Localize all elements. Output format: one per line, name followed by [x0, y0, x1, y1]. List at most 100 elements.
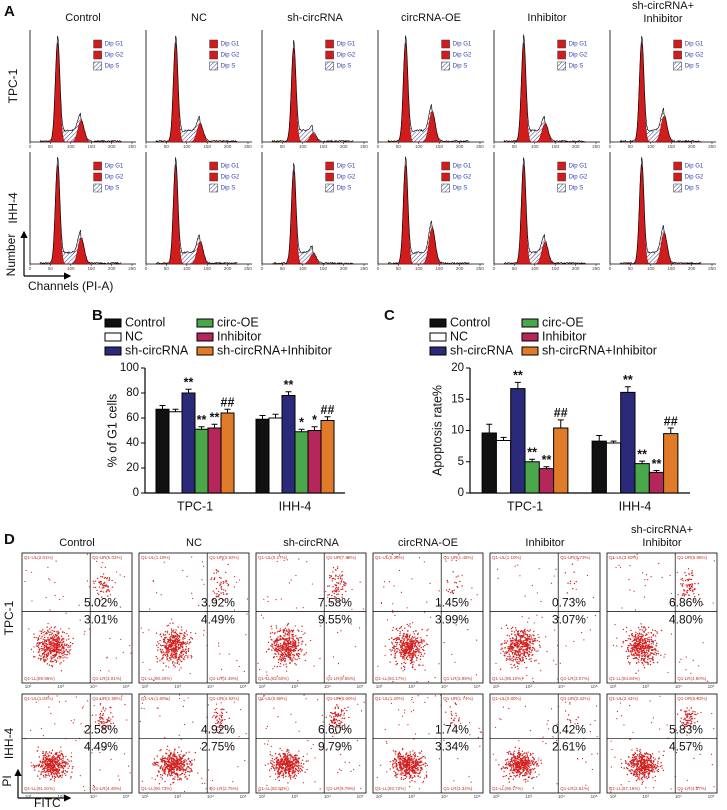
event-dot	[521, 653, 522, 654]
event-dot	[171, 628, 172, 629]
event-dot	[425, 669, 426, 670]
event-dot	[53, 634, 54, 635]
event-dot	[275, 640, 276, 641]
event-dot	[170, 639, 171, 640]
event-dot	[84, 634, 85, 635]
event-dot	[179, 656, 180, 657]
event-dot	[403, 633, 404, 634]
event-dot	[510, 638, 511, 639]
event-dot	[587, 575, 588, 576]
event-dot	[287, 640, 288, 641]
legend-label: NC	[450, 329, 468, 343]
legend-swatch	[442, 184, 450, 192]
event-dot	[525, 595, 526, 596]
event-dot	[36, 643, 37, 644]
event-dot	[644, 651, 645, 652]
event-dot	[212, 780, 213, 781]
event-dot	[110, 712, 111, 713]
event-dot	[502, 651, 503, 652]
event-dot	[203, 566, 204, 567]
event-dot	[511, 633, 512, 634]
event-dot	[428, 681, 429, 682]
event-dot	[172, 768, 173, 769]
legend-label: Dip G2	[105, 53, 124, 59]
event-dot	[277, 772, 278, 773]
legend-swatch	[94, 162, 102, 170]
event-dot	[63, 765, 64, 766]
event-dot	[644, 579, 645, 580]
event-dot	[689, 589, 690, 590]
event-dot	[64, 632, 65, 633]
event-dot	[447, 580, 448, 581]
event-dot	[286, 651, 287, 652]
tick-label: 10²	[25, 684, 32, 689]
event-dot	[164, 639, 165, 640]
event-dot	[45, 772, 46, 773]
event-dot	[141, 627, 142, 628]
event-dot	[517, 668, 518, 669]
event-dot	[74, 719, 75, 720]
event-dot	[523, 659, 524, 660]
event-dot	[457, 575, 458, 576]
event-dot	[281, 598, 282, 599]
event-dot	[509, 658, 510, 659]
event-dot	[224, 581, 225, 582]
event-dot	[334, 579, 335, 580]
event-dot	[45, 649, 46, 650]
event-dot	[47, 656, 48, 657]
event-dot	[167, 774, 168, 775]
tick-label: 250	[476, 144, 484, 149]
event-dot	[687, 590, 688, 591]
event-dot	[59, 772, 60, 773]
column-title: sh-circRNA+	[632, 0, 694, 12]
event-dot	[595, 615, 596, 616]
event-dot	[403, 653, 404, 654]
event-dot	[529, 642, 530, 643]
quadrant-percent: 4.49%	[84, 740, 118, 754]
event-dot	[512, 642, 513, 643]
legend-swatch	[94, 184, 102, 192]
event-dot	[507, 656, 508, 657]
tick-label: 150	[87, 266, 95, 271]
event-dot	[420, 642, 421, 643]
event-dot	[404, 627, 405, 628]
event-dot	[292, 636, 293, 637]
event-dot	[506, 659, 507, 660]
event-dot	[400, 646, 401, 647]
event-dot	[160, 649, 161, 650]
event-dot	[41, 646, 42, 647]
event-dot	[182, 570, 183, 571]
event-dot	[98, 581, 99, 582]
event-dot	[97, 593, 98, 594]
event-dot	[49, 609, 50, 610]
bar	[182, 393, 195, 493]
event-dot	[513, 647, 514, 648]
event-dot	[61, 760, 62, 761]
event-dot	[171, 773, 172, 774]
event-dot	[290, 648, 291, 649]
event-dot	[219, 585, 220, 586]
event-dot	[646, 649, 647, 650]
event-dot	[535, 638, 536, 639]
event-dot	[54, 776, 55, 777]
event-dot	[685, 669, 686, 670]
event-dot	[104, 582, 105, 583]
tick-label: 10⁴	[90, 794, 97, 799]
event-dot	[194, 759, 195, 760]
event-dot	[290, 646, 291, 647]
event-dot	[270, 636, 271, 637]
event-dot	[521, 636, 522, 637]
event-dot	[289, 630, 290, 631]
event-dot	[236, 582, 237, 583]
event-dot	[525, 634, 526, 635]
event-dot	[280, 628, 281, 629]
event-dot	[287, 624, 288, 625]
event-dot	[524, 637, 525, 638]
bar	[221, 413, 234, 493]
event-dot	[48, 773, 49, 774]
event-dot	[186, 769, 187, 770]
event-dot	[100, 703, 101, 704]
bar	[156, 409, 169, 493]
event-dot	[53, 759, 54, 760]
event-dot	[418, 651, 419, 652]
